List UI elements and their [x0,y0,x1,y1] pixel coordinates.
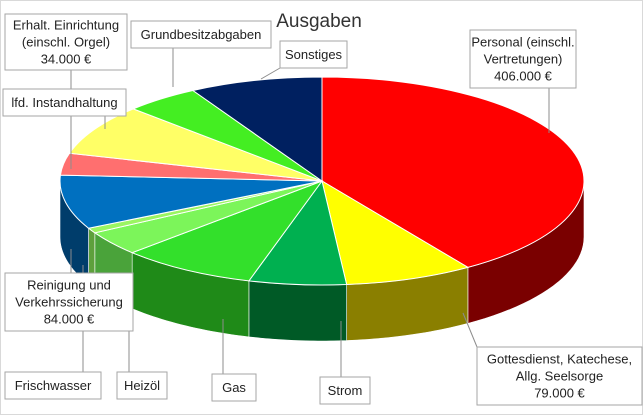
callout-text-1-2: 79.000 € [534,386,585,401]
pie-slice-10 [191,76,323,182]
callout-text-3-0: Gas [222,380,246,395]
callout-5: Frischwasser [4,371,102,400]
pie-sides [59,180,585,342]
callout-box-1 [476,346,643,406]
callout-text-7-1: (einschl. Orgel) [22,35,110,50]
pie-slice-3 [130,179,324,282]
callout-text-0-0: Personal (einschl. [471,35,574,50]
callout-7: Erhalt. Einrichtung (einschl. Orgel) 34.00… [4,13,128,71]
callout-box-6 [4,272,134,332]
callout-2: Strom [319,376,371,405]
callout-0: Personal (einschl. Vertretungen) 406.000 € [469,29,577,89]
callout-text-2-0: Strom [328,383,363,398]
callout-box-4 [116,371,168,400]
callout-text-6-1: Verkehrssicherung [15,295,123,310]
callout-text-5-0: Frischwasser [15,378,92,393]
pie-side-2 [248,280,347,342]
callout-text-8-0: lfd. Instandhaltung [11,95,117,110]
callout-leader-1 [462,312,478,348]
callout-text-7-2: 34.000 € [41,52,92,67]
callout-3: Gas [211,373,257,402]
callout-text-7-0: Erhalt. Einrichtung [13,18,119,33]
callout-10: Sonstiges [279,40,348,69]
callout-text-0-1: Vertretungen) [484,52,563,67]
callout-4: Heizöl [116,371,168,400]
callout-leader-10 [260,67,281,80]
callout-8: lfd. Instandhaltung [2,88,127,117]
callout-text-0-2: 406.000 € [494,69,553,84]
callout-text-10-0: Sonstiges [285,47,343,62]
callout-box-2 [319,376,371,405]
callout-9: Grundbesitzabgaben [130,20,272,49]
callout-text-9-0: Grundbesitzabgaben [141,27,262,42]
callout-box-9 [130,20,272,49]
callout-6: Reinigung und Verkehrssicherung 84.000 € [4,272,134,332]
pie-slice-1 [321,179,470,286]
callout-text-6-2: 84.000 € [44,312,95,327]
callout-box-7 [4,13,128,71]
callout-box-8 [2,88,127,117]
pie-slices [59,76,585,286]
callout-1: Gottesdienst, Katechese, Allg. Seelsorge 7… [476,346,643,406]
callout-text-1-0: Gottesdienst, Katechese, [487,352,632,367]
callout-text-1-1: Allg. Seelsorge [516,369,603,384]
callout-box-10 [279,40,348,69]
chart-title: Ausgaben [276,11,362,32]
callout-box-0 [469,29,577,89]
pie-slice-6 [59,174,323,229]
callout-box-5 [4,371,102,400]
callout-box-3 [211,373,257,402]
callout-text-4-0: Heizöl [124,378,160,393]
callout-labels: Personal (einschl. Vertretungen) 406.000 €… [2,13,643,406]
pie-slice-0 [321,76,585,268]
callout-text-6-0: Reinigung und [27,278,111,293]
